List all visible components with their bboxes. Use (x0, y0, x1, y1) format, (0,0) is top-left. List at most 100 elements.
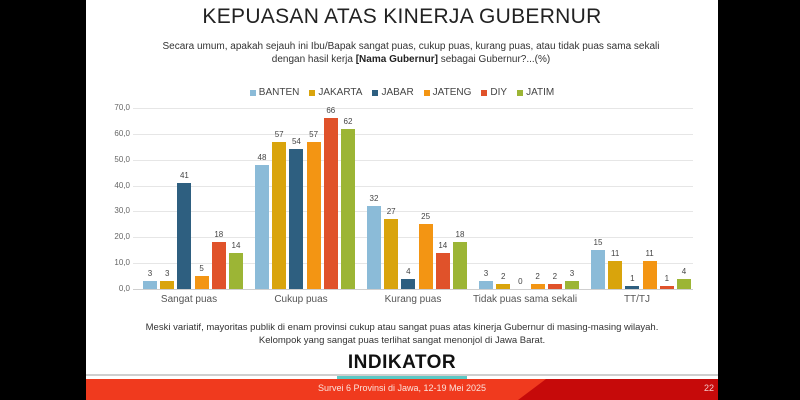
footer-survey-text: Survei 6 Provinsi di Jawa, 12-19 Mei 202… (317, 383, 487, 393)
legend-item-jakarta: JAKARTA (309, 87, 362, 98)
chart-legend: BANTEN JAKARTA JABAR JATENG DIY JATIM (86, 87, 718, 98)
bar-jateng (418, 224, 433, 289)
bar-value-label: 1 (630, 274, 635, 284)
gridline (133, 211, 693, 213)
survey-question: Secara umum, apakah sejauh ini Ibu/Bapak… (146, 40, 676, 66)
bar-value-label: 14 (231, 240, 241, 250)
legend-item-diy: DIY (481, 87, 507, 98)
x-axis-category-label: Sangat puas (160, 294, 218, 305)
bar-value-label: 66 (326, 106, 336, 116)
bar-value-label: 3 (483, 269, 489, 279)
bar-jateng (306, 141, 321, 289)
bar-chart: 0,0 10,0 20,0 30,0 40,0 50,0 60,0 70,0 3 3 41 5 18 14… (86, 0, 718, 320)
legend-label: JABAR (381, 87, 414, 98)
gridline (133, 159, 693, 161)
bar-diy (435, 252, 450, 289)
y-axis-tick-label: 10,0 (114, 258, 130, 268)
bar-value-label: 3 (569, 269, 575, 279)
bar-jateng (530, 283, 545, 289)
bar-jatim (565, 281, 579, 289)
bar-value-label: 3 (147, 269, 153, 279)
y-axis-tick-label: 0,0 (118, 284, 130, 293)
bar-value-label: 3 (164, 269, 170, 279)
bar-jateng (642, 260, 657, 289)
legend-label: JAKARTA (318, 87, 363, 98)
bar-value-label: 15 (593, 238, 603, 248)
bar-value-label: 27 (386, 207, 396, 217)
bar-value-label: 32 (369, 194, 379, 204)
bar-value-label: 1 (664, 274, 670, 284)
summary-line-2: Kelompok yang sangat puas terlihat sanga… (258, 335, 546, 346)
bar-value-label: 14 (438, 240, 448, 250)
footer-divider (86, 374, 718, 376)
question-text-1: Secara umum, apakah sejauh ini Ibu/Bapak… (162, 41, 660, 65)
legend-item-banten: BANTEN (249, 87, 300, 98)
bar-banten (479, 281, 493, 289)
bar-value-label: 2 (552, 271, 558, 281)
y-axis-tick-label: 40,0 (114, 180, 130, 190)
indikator-logo: INDIKATOR (347, 352, 457, 373)
gridline (133, 108, 693, 109)
bar-value-label: 11 (611, 248, 620, 258)
bar-jabar (177, 182, 192, 289)
bar-diy (659, 286, 674, 289)
summary-line-1: Meski variatif, mayoritas publik di enam… (145, 322, 659, 333)
gridline (133, 185, 693, 187)
bar-jabar (401, 278, 416, 289)
bar-jatim (453, 242, 467, 289)
legend-item-jabar: JABAR (372, 87, 414, 98)
legend-item-jateng: JATENG (423, 87, 472, 98)
page-title: KEPUASAN ATAS KINERJA GUBERNUR (202, 5, 602, 28)
question-bold-text: [Nama Gubernur] (355, 54, 438, 65)
page-number: 22 (703, 383, 714, 393)
y-axis-tick-label: 60,0 (114, 128, 130, 138)
bar-value-label: 48 (257, 152, 267, 162)
bar-value-label: 57 (274, 129, 284, 139)
legend-item-jatim: JATIM (517, 87, 554, 98)
x-axis-category-label: Kurang puas (384, 294, 442, 305)
bar-value-label: 57 (309, 129, 319, 139)
legend-label: BANTEN (258, 87, 300, 98)
legend-label: JATIM (526, 87, 555, 98)
bar-banten (367, 206, 381, 289)
bar-jakarta (496, 283, 511, 289)
bar-jakarta (608, 260, 623, 289)
x-axis-category-label: Tidak puas sama sekali (472, 294, 578, 305)
legend-label: JATENG (432, 87, 472, 98)
bar-jabar (289, 149, 304, 289)
gridline (133, 237, 693, 239)
bar-value-label: 18 (455, 230, 465, 240)
bar-value-label: 0 (518, 277, 523, 286)
bar-jakarta (384, 219, 399, 289)
bar-banten (255, 164, 269, 289)
bar-jakarta (272, 141, 287, 289)
y-axis-tick-label: 30,0 (114, 206, 130, 216)
legend-swatch-icon (372, 89, 379, 96)
bar-value-label: 2 (500, 271, 506, 281)
bar-value-label: 54 (291, 137, 301, 147)
slide: KEPUASAN ATAS KINERJA GUBERNUR Secara um… (86, 0, 718, 400)
legend-swatch-icon (517, 89, 524, 96)
bar-value-label: 4 (681, 266, 687, 276)
legend-label: DIY (490, 87, 508, 98)
bar-jabar (625, 286, 640, 289)
bar-value-label: 5 (199, 264, 204, 274)
bar-value-label: 11 (645, 248, 654, 258)
logo-underline-bar (337, 376, 467, 381)
y-axis-tick-label: 20,0 (114, 232, 130, 242)
gridline (133, 263, 693, 265)
bar-value-label: 18 (214, 230, 224, 240)
x-axis-category-label: Cukup puas (274, 294, 328, 305)
summary-text: Meski variatif, mayoritas publik di enam… (106, 321, 698, 347)
bar-value-label: 25 (421, 212, 431, 222)
y-axis-tick-label: 50,0 (114, 154, 130, 164)
bar-value-label: 41 (179, 170, 189, 180)
x-axis-line (133, 289, 693, 290)
footer-accent-shape (518, 379, 718, 400)
bar-value-label: 62 (343, 116, 353, 126)
bar-banten (143, 281, 157, 289)
bar-value-label: 2 (535, 271, 540, 281)
bar-jatim (229, 252, 243, 289)
bar-value-label: 4 (406, 266, 411, 276)
x-axis-category-label: TT/TJ (623, 294, 651, 305)
